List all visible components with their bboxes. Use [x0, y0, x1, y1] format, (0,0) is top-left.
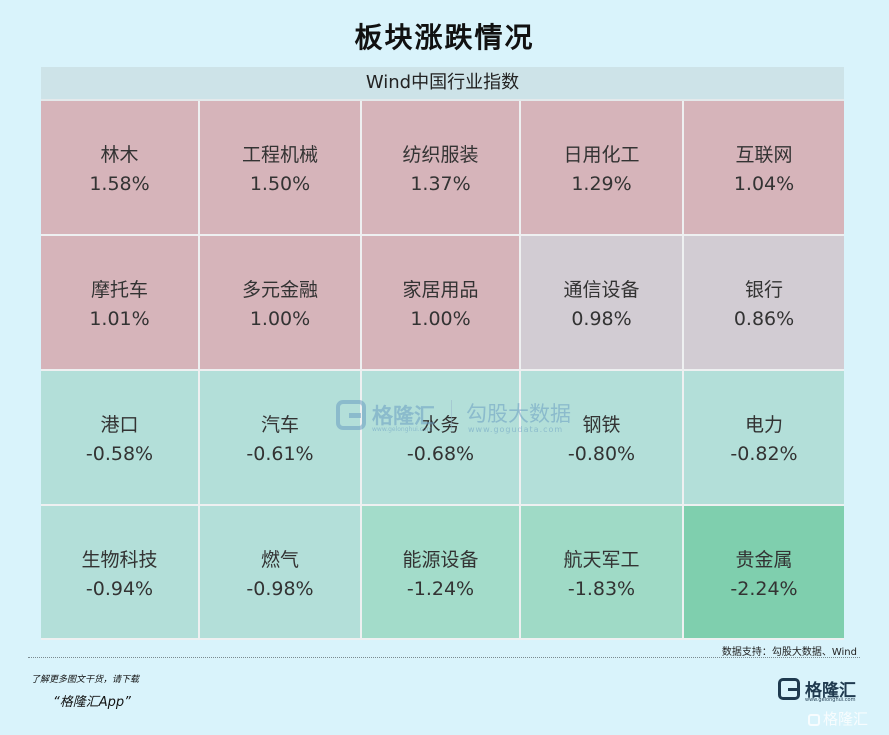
sector-name: 港口: [100, 414, 139, 436]
sector-cell: 贵金属 -2.24%: [684, 506, 844, 638]
gelonghui-logo: 格隆汇 www.gelonghui.com: [778, 676, 858, 706]
sector-change: -1.83%: [567, 577, 636, 600]
logo-g-icon: [778, 678, 800, 700]
data-source: 数据支持：勾股大数据、Wind: [721, 647, 857, 658]
sector-cell: 工程机械 1.50%: [200, 101, 360, 234]
sector-cell: 纺织服装 1.37%: [362, 101, 519, 234]
sector-cell: 摩托车 1.01%: [41, 236, 198, 369]
sector-name: 家居用品: [402, 279, 479, 301]
sector-cell: 林木 1.58%: [41, 101, 198, 234]
sector-name: 电力: [744, 414, 783, 436]
sector-name: 纺织服装: [402, 144, 479, 166]
sector-cell: 钢铁 -0.80%: [521, 371, 682, 504]
sector-name: 互联网: [735, 144, 793, 166]
sector-change: 1.37%: [410, 173, 471, 195]
sector-cell: 能源设备 -1.24%: [362, 506, 519, 638]
sector-cell: 电力 -0.82%: [684, 371, 844, 504]
corner-logo-icon: [808, 714, 820, 726]
sector-name: 通信设备: [563, 279, 640, 301]
panel-header: Wind中国行业指数: [41, 67, 844, 101]
sector-name: 贵金属: [735, 548, 793, 571]
sector-cell: 航天军工 -1.83%: [521, 506, 682, 638]
sector-grid: 林木 1.58% 工程机械 1.50% 纺织服装 1.37% 日用化工 1.29% 互联网 1.0…: [41, 101, 844, 640]
sector-name: 生物科技: [81, 548, 158, 571]
sector-change: 1.00%: [410, 308, 471, 330]
sector-change: 1.50%: [249, 173, 311, 195]
sector-cell: 港口 -0.58%: [41, 371, 198, 504]
sector-change: -0.80%: [567, 443, 636, 465]
sector-cell: 互联网 1.04%: [684, 101, 844, 234]
sector-name: 多元金融: [241, 279, 318, 301]
sector-name: 钢铁: [582, 414, 621, 436]
sector-cell: 银行 0.86%: [684, 236, 844, 369]
sector-name: 能源设备: [402, 548, 479, 571]
sector-cell: 汽车 -0.61%: [200, 371, 360, 504]
sector-name: 航天军工: [563, 548, 640, 571]
sector-name: 摩托车: [90, 279, 148, 301]
corner-watermark-text: 格隆汇: [823, 710, 869, 728]
sector-change: -2.24%: [730, 577, 798, 600]
sector-change: 1.01%: [89, 308, 150, 330]
logo-url: www.gelonghui.com: [805, 697, 856, 703]
sector-change: -0.82%: [730, 443, 798, 465]
promo-line-2: “格隆汇App”: [53, 695, 131, 710]
sector-change: 0.98%: [571, 308, 632, 330]
sector-name: 林木: [100, 144, 139, 166]
sector-cell: 多元金融 1.00%: [200, 236, 360, 369]
sector-name: 燃气: [260, 548, 299, 571]
sector-name: 汽车: [260, 414, 299, 436]
divider: [28, 657, 860, 658]
sector-change: 1.04%: [733, 173, 795, 195]
sector-change: 0.86%: [733, 308, 795, 330]
sector-change: 1.29%: [571, 173, 632, 195]
sector-change: -0.61%: [246, 443, 314, 465]
sector-name: 工程机械: [241, 144, 318, 166]
promo-line-1: 了解更多图文干货，请下载: [31, 675, 140, 685]
sector-change: -1.24%: [406, 577, 475, 600]
sector-change: 1.00%: [249, 308, 311, 330]
sector-cell: 水务 -0.68%: [362, 371, 519, 504]
page-title: 板块涨跌情况: [354, 21, 535, 54]
corner-watermark: 格隆汇: [808, 708, 868, 729]
sector-cell: 生物科技 -0.94%: [41, 506, 198, 638]
treemap-panel: Wind中国行业指数 林木 1.58% 工程机械 1.50% 纺织服装 1.37% 日用化工…: [41, 67, 844, 640]
sector-name: 水务: [421, 414, 460, 436]
sector-name: 日用化工: [563, 144, 640, 166]
sector-cell: 通信设备 0.98%: [521, 236, 682, 369]
logo-text: 格隆汇: [805, 681, 856, 701]
sector-cell: 日用化工 1.29%: [521, 101, 682, 234]
sector-cell: 家居用品 1.00%: [362, 236, 519, 369]
sector-change: -0.98%: [246, 577, 314, 600]
sector-change: -0.94%: [85, 577, 154, 600]
sector-change: 1.58%: [89, 173, 150, 195]
sector-cell: 燃气 -0.98%: [200, 506, 360, 638]
sector-change: -0.68%: [406, 443, 475, 465]
sector-name: 银行: [744, 279, 783, 301]
sector-change: -0.58%: [85, 443, 154, 465]
